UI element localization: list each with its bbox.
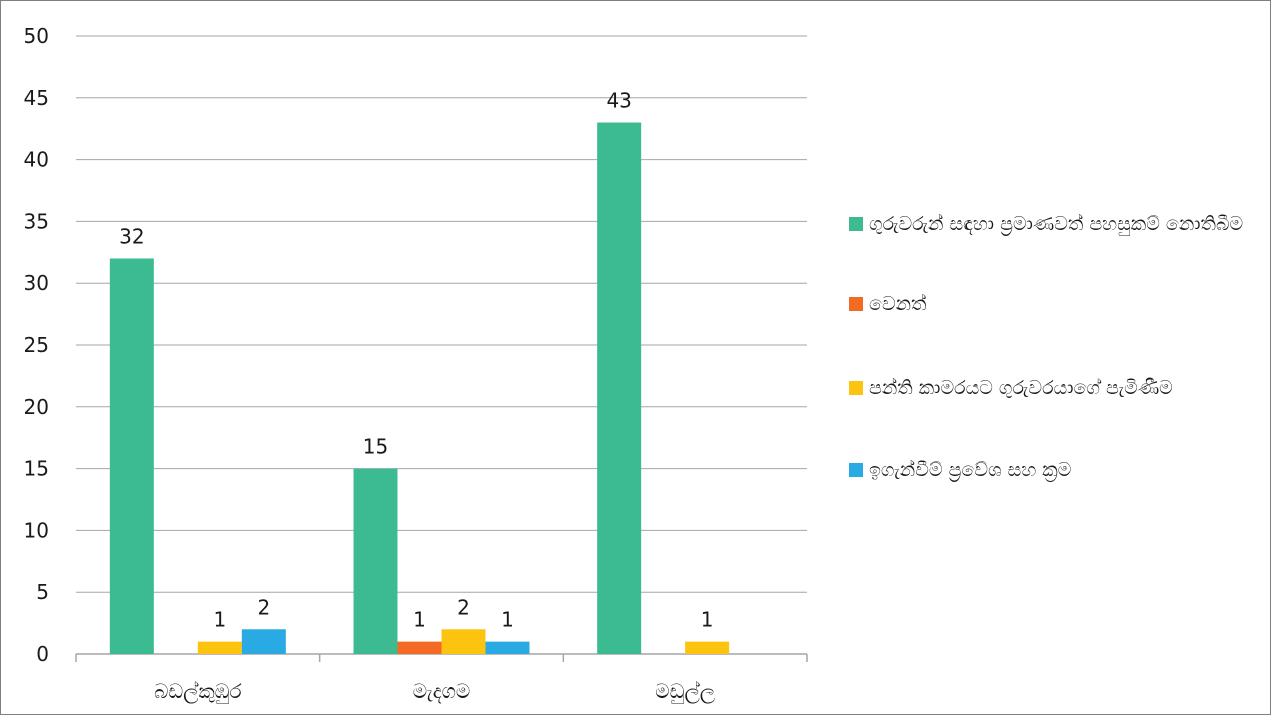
y-tick-label: 0 (36, 642, 49, 666)
bar (597, 122, 642, 654)
data-label: 2 (457, 595, 470, 619)
data-label: 2 (257, 595, 270, 619)
legend-swatch-attendance (849, 381, 863, 395)
y-tick-label: 20 (24, 395, 49, 419)
y-tick-label: 50 (24, 24, 49, 48)
data-label: 1 (413, 608, 426, 632)
data-label: 1 (701, 608, 714, 632)
bar (241, 629, 286, 654)
bar (485, 641, 530, 654)
bar (109, 258, 154, 654)
y-tick-label: 10 (24, 518, 49, 542)
y-tick-label: 40 (24, 148, 49, 172)
data-label: 32 (119, 224, 144, 248)
data-label: 43 (606, 89, 631, 113)
data-label: 1 (213, 608, 226, 632)
bar (441, 629, 486, 654)
bar (353, 468, 398, 654)
bar (685, 641, 730, 654)
y-tick-label: 30 (24, 271, 49, 295)
y-tick-label: 5 (36, 580, 49, 604)
legend-item-facilities: ගුරුවරුන් සඳහා ප්‍රමාණවත් පහසුකම් නොතිබී… (849, 209, 1243, 239)
legend-item-attendance: පන්ති කාමරයට ගුරුවරයාගේ පැමිණීම (849, 373, 1173, 403)
legend-item-other: වෙනත් (849, 289, 926, 319)
legend-label-methods: ඉගැන්වීම් ප්‍රවේශ සහ ක්‍රම (869, 459, 1072, 481)
bar (397, 641, 442, 654)
legend-swatch-facilities (849, 217, 863, 231)
legend-label-attendance: පන්ති කාමරයට ගුරුවරයාගේ පැමිණීම (869, 377, 1173, 399)
legend-label-facilities: ගුරුවරුන් සඳහා ප්‍රමාණවත් පහසුකම් නොතිබී… (869, 213, 1244, 235)
data-label: 15 (363, 435, 388, 459)
y-tick-label: 15 (24, 457, 49, 481)
legend-swatch-other (849, 297, 863, 311)
legend-swatch-methods (849, 463, 863, 477)
y-tick-label: 35 (24, 209, 49, 233)
y-tick-label: 45 (24, 86, 49, 110)
category-label: මැදගම (413, 679, 471, 703)
y-tick-label: 25 (24, 333, 49, 357)
category-label: මඩුල්ල (655, 679, 715, 705)
bar (197, 641, 242, 654)
category-label: බඩල්කුඹුර (154, 679, 242, 705)
legend-label-other: වෙනත් (869, 293, 927, 315)
data-label: 1 (501, 608, 514, 632)
legend-item-methods: ඉගැන්වීම් ප්‍රවේශ සහ ක්‍රම (849, 455, 1071, 485)
